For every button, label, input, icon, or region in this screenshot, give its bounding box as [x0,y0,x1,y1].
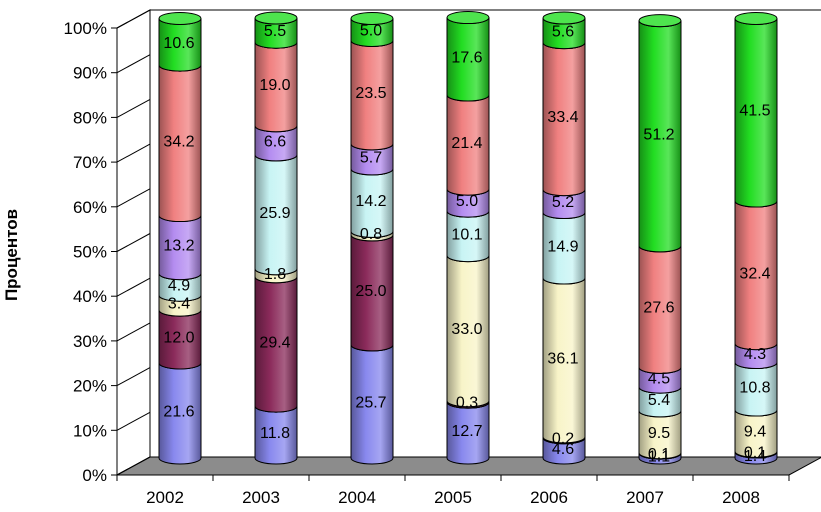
x-tick-label: 2008 [722,488,760,507]
data-label: 0.2 [552,430,574,447]
y-tick-label: 100% [64,19,107,38]
y-axis-title: Процентов [2,209,21,301]
data-label: 4.6 [552,441,574,458]
bar-cap [638,14,682,28]
data-label: 4.5 [648,370,670,387]
bar-cap [734,11,778,25]
data-label: 51.2 [643,126,674,143]
y-axis: 0% 10% 20% 30% 40% 50% 60% 70% 80% 90% 100% [64,9,151,485]
data-label: 11.8 [260,425,290,442]
data-label: 25.9 [259,205,290,222]
data-label: 14.9 [547,238,578,255]
y-tick-label: 70% [73,153,107,172]
y-gridline-side [116,322,151,342]
y-gridline-side [116,188,151,208]
y-tick-label: 60% [73,198,107,217]
data-label: 9.4 [744,424,766,441]
y-tick-label: 10% [73,421,107,440]
y-tick-label: 0% [82,466,107,485]
data-label: 34.2 [163,133,194,150]
data-label: 5.6 [552,23,574,40]
bar-2006: 4.60.2 36.1 14.9 5.2 33.4 5.6 [542,11,586,465]
data-label: 0.3 [456,394,478,411]
data-label: 10.8 [739,379,770,396]
y-tick-label: 80% [73,108,107,127]
data-label: 5.0 [360,22,382,39]
data-label: 4.3 [744,346,766,363]
data-label: 36.1 [547,350,578,367]
data-label: 9.5 [648,425,670,442]
data-label: 3.4 [168,296,190,313]
y-tick-label: 50% [73,243,107,262]
bar-2007: 1.10.1 9.5 5.4 4.5 27.6 51.2 [638,14,682,466]
y-gridline-side [116,98,151,118]
data-label: 5.4 [648,392,670,409]
data-label: 6.6 [264,133,286,150]
data-label: 19.0 [259,77,290,94]
y-gridline-side [116,456,151,476]
data-label: 21.6 [163,403,194,420]
y-tick-label: 90% [73,64,107,83]
data-label: 4.9 [168,277,190,294]
data-label: 10.6 [163,35,194,52]
data-label: 14.2 [355,193,386,210]
bar-2004: 25.7 25.0 0.8 14.2 5.7 23.5 5.0 [350,11,394,465]
y-gridline-side [116,143,151,163]
bar-cap [254,11,298,25]
x-tick-label: 2002 [146,488,184,507]
data-label: 25.7 [355,394,386,411]
data-label: 29.4 [259,334,290,351]
data-label: 1.1 [648,449,670,466]
data-label: 0.8 [360,226,382,243]
y-gridline-side [116,277,151,297]
x-tick-label: 2003 [242,488,280,507]
bar-cap [446,11,490,25]
data-label: 12.0 [163,330,194,347]
x-axis: 2002 2003 2004 2005 2006 2007 2008 [116,474,790,507]
bar-2002: 21.6 12.0 3.4 4.9 13.2 34.2 10.6 [158,11,202,465]
data-label: 32.4 [739,265,770,282]
y-gridline-side [116,367,151,387]
data-label: 33.4 [547,109,578,126]
data-label: 23.5 [355,85,386,102]
data-label: 5.7 [360,149,382,166]
data-label: 25.0 [355,283,386,300]
data-label: 21.4 [451,135,482,152]
data-label: 5.5 [264,23,286,40]
bar-2003: 11.8 29.4 1.8 25.9 6.6 19.0 5.5 [254,11,298,465]
data-label: 13.2 [163,238,194,255]
bar-cap [158,11,202,25]
x-tick-label: 2006 [530,488,568,507]
y-gridline-side [116,411,151,431]
data-label: 0.1 [744,445,766,462]
data-label: 12.7 [451,423,482,440]
data-label: 5.0 [456,193,478,210]
y-tick-label: 30% [73,332,107,351]
data-label: 5.2 [552,194,574,211]
y-gridline-side [116,233,151,252]
data-label: 41.5 [739,103,770,120]
y-tick-label: 20% [73,377,107,396]
y-gridline-side [116,9,151,29]
data-label: 0.1 [648,446,670,463]
data-label: 17.6 [451,49,482,66]
data-label: 1.8 [264,266,286,283]
x-tick-label: 2005 [434,488,472,507]
data-label: 1.4 [744,448,766,465]
data-label: 33.0 [451,321,482,338]
bar-cap [350,11,394,25]
y-tick-label: 40% [73,287,107,306]
data-label: 10.1 [451,226,482,243]
x-tick-label: 2004 [338,488,376,507]
y-gridline-side [116,54,151,74]
bar-2008: 1.40.1 9.4 10.8 4.3 32.4 41.5 [734,11,778,465]
bar-cap [542,11,586,25]
data-label: 27.6 [643,300,674,317]
x-tick-label: 2007 [626,488,664,507]
bar-2005: 12.7 0.3 33.0 10.1 5.0 21.4 17.6 [446,11,490,465]
bars: 21.6 12.0 3.4 4.9 13.2 34.2 10.6 11.8 29.4 1.8 25.… [158,11,778,466]
